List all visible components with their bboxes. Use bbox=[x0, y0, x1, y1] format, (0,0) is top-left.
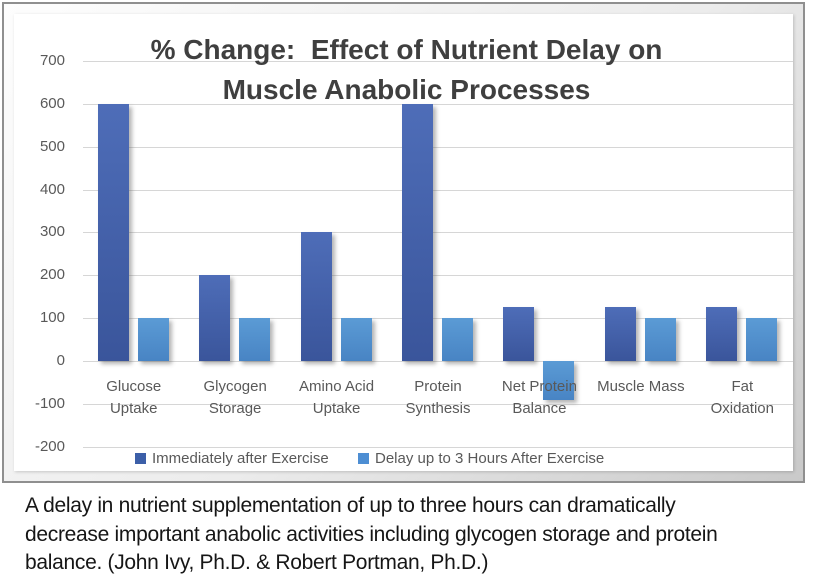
category-label: Muscle Mass bbox=[597, 378, 685, 395]
legend-label-immediately: Immediately after Exercise bbox=[152, 449, 329, 467]
category-label: Protein Synthesis bbox=[405, 378, 471, 417]
legend-swatch-delay-icon bbox=[358, 452, 369, 464]
bar-immediate bbox=[199, 275, 231, 361]
y-tick-label: 400 bbox=[39, 180, 65, 198]
gridline bbox=[83, 61, 793, 62]
y-tick-label: 300 bbox=[39, 223, 65, 241]
legend-label-delay: Delay up to 3 Hours After Exercise bbox=[375, 449, 605, 467]
legend-swatch-immediately-icon bbox=[135, 452, 146, 464]
category-label: Glycogen Storage bbox=[203, 378, 267, 417]
bar-delayed bbox=[340, 318, 372, 361]
bar-delayed bbox=[543, 361, 575, 400]
bar-immediate bbox=[402, 103, 433, 361]
bar-delayed bbox=[442, 318, 473, 361]
y-tick-label: 600 bbox=[39, 94, 65, 112]
plot-area: 700 600 500 400 300 200 100 0 -100 -200 Glucose Up… bbox=[14, 14, 793, 471]
bar-immediate bbox=[97, 103, 129, 361]
y-tick-label: -200 bbox=[34, 437, 65, 455]
y-tick-label: 100 bbox=[39, 309, 65, 327]
caption: A delay in nutrient supplementation of u… bbox=[25, 494, 718, 574]
y-tick-label: -100 bbox=[34, 394, 65, 412]
chart-canvas: 700 600 500 400 300 200 100 0 -100 -200 Glucose Up… bbox=[14, 14, 793, 471]
bar-immediate bbox=[706, 307, 738, 361]
y-tick-label: 500 bbox=[39, 137, 65, 155]
bar-delayed bbox=[239, 318, 271, 361]
chart-title: % Change: Effect of Nutrient Delay on Mu… bbox=[150, 34, 663, 105]
legend-item-delay: Delay up to 3 Hours After Exercise bbox=[358, 449, 604, 467]
gridline bbox=[83, 446, 793, 448]
gridline bbox=[83, 232, 793, 234]
chart-frame: 700 600 500 400 300 200 100 0 -100 -200 Glucose Up… bbox=[2, 2, 805, 483]
gridline bbox=[83, 146, 793, 148]
bar-delayed bbox=[137, 318, 169, 361]
category-label: Glucose Uptake bbox=[106, 378, 162, 417]
bar-immediate bbox=[503, 307, 535, 361]
gridline bbox=[83, 403, 793, 405]
y-tick-label: 0 bbox=[56, 352, 65, 369]
category-label: Amino Acid Uptake bbox=[299, 378, 375, 417]
bar-delayed bbox=[644, 318, 676, 361]
legend-item-immediately: Immediately after Exercise bbox=[135, 449, 329, 467]
gridline bbox=[83, 318, 793, 320]
gridline bbox=[83, 361, 793, 362]
bar-immediate bbox=[604, 307, 636, 361]
category-label: Fat Oxidation bbox=[710, 378, 774, 417]
y-tick-label: 700 bbox=[39, 52, 65, 69]
bar-immediate bbox=[300, 232, 332, 361]
gridline bbox=[83, 275, 793, 277]
y-tick-label: 200 bbox=[39, 266, 65, 284]
category-label: Net Protein Balance bbox=[501, 378, 577, 417]
bar-delayed bbox=[746, 318, 778, 361]
gridline bbox=[83, 189, 793, 191]
gridline bbox=[83, 103, 793, 105]
